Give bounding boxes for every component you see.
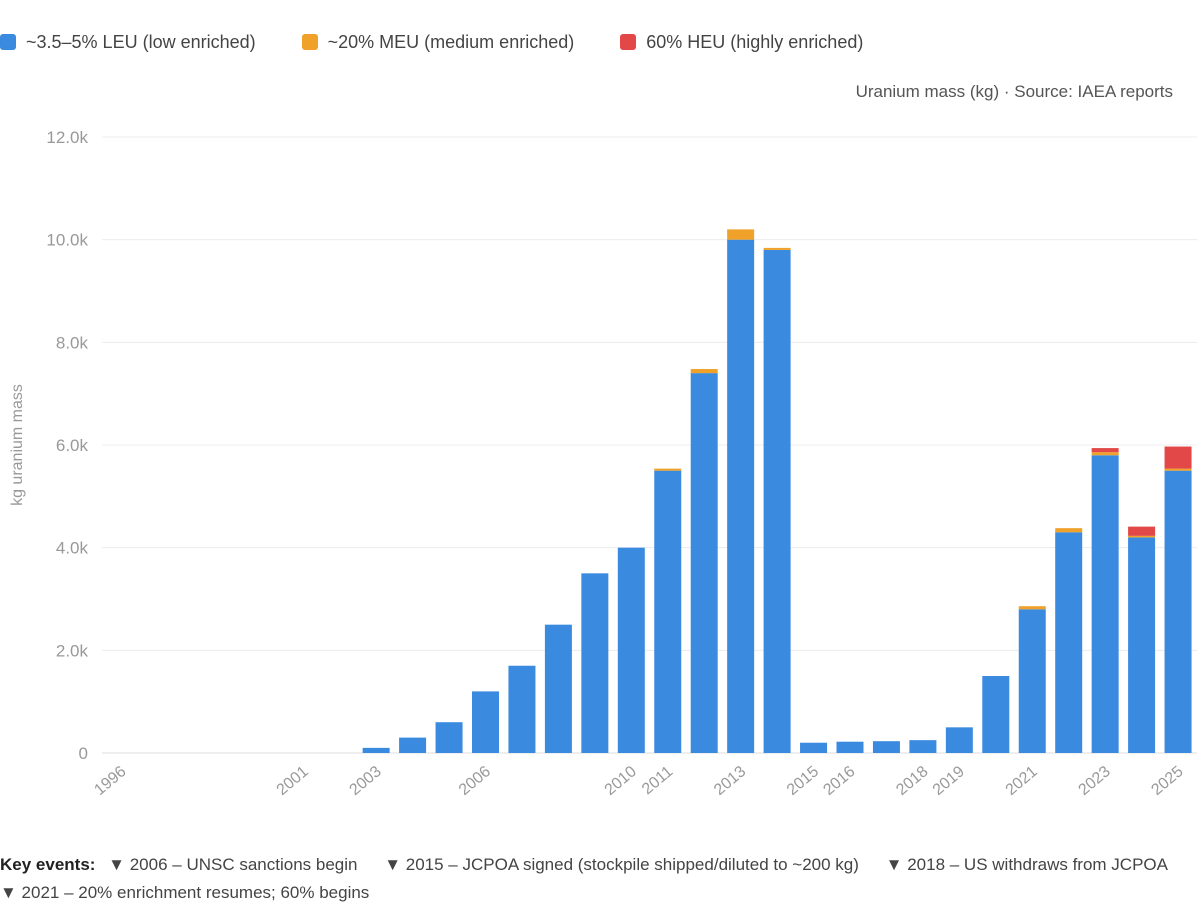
key-events-label: Key events:: [0, 855, 96, 874]
bar-leu-2025: [1164, 470, 1192, 753]
legend-label-leu: ~3.5–5% LEU (low enriched): [26, 31, 256, 52]
event-2018: ▼ 2018 – US withdraws from JCPOA: [885, 855, 1168, 874]
bar-leu-2007: [508, 665, 536, 753]
legend-swatch-heu: [620, 34, 637, 50]
bar-leu-2024: [1128, 537, 1156, 753]
bar-meu-2024: [1128, 535, 1156, 538]
x-tick-label: 2015: [784, 763, 822, 799]
x-tick-label: 2006: [456, 763, 494, 799]
bar-meu-2023: [1091, 452, 1119, 456]
bar-leu-2009: [581, 573, 609, 753]
bar-leu-2010: [617, 547, 645, 753]
x-tick-label: 2013: [711, 763, 749, 799]
bar-meu-2012: [690, 369, 718, 374]
key-events: Key events: ▼ 2006 – UNSC sanctions begi…: [0, 851, 1190, 907]
bar-leu-2008: [544, 624, 572, 753]
y-tick-label: 12.0k: [46, 128, 88, 147]
bar-leu-2013: [727, 239, 755, 753]
legend-label-meu: ~20% MEU (medium enriched): [327, 31, 575, 52]
bar-leu-2003: [362, 747, 390, 753]
x-tick-label: 2018: [893, 763, 931, 799]
legend-swatch-leu: [0, 34, 16, 50]
bar-leu-2020: [982, 676, 1010, 753]
y-tick-label: 4.0k: [56, 539, 89, 558]
bar-meu-2011: [654, 468, 682, 471]
bar-leu-2017: [872, 741, 900, 753]
y-axis-label: kg uranium mass: [9, 384, 26, 506]
bar-leu-2023: [1091, 455, 1119, 753]
x-tick-label: 2011: [639, 763, 676, 798]
y-tick-label: 6.0k: [56, 436, 89, 455]
y-tick-label: 8.0k: [56, 333, 89, 352]
x-tick-label: 2019: [930, 763, 968, 799]
bar-leu-2005: [435, 722, 463, 753]
bar-leu-2015: [800, 742, 828, 753]
legend-label-heu: 60% HEU (highly enriched): [646, 31, 864, 52]
event-2006: ▼ 2006 – UNSC sanctions begin: [108, 855, 358, 874]
bar-leu-2016: [836, 741, 864, 753]
x-tick-label: 2025: [1148, 763, 1186, 799]
bar-meu-2014: [763, 247, 791, 250]
y-tick-label: 10.0k: [46, 231, 88, 250]
legend-swatch-meu: [301, 34, 318, 50]
y-axis: 0 2.0k 4.0k 6.0k 8.0k 10.0k 12.0k: [46, 128, 1197, 763]
x-tick-label: 2001: [274, 763, 312, 799]
legend-item-heu[interactable]: 60% HEU (highly enriched): [620, 32, 863, 53]
x-tick-label: 2003: [347, 763, 385, 799]
chart-subtitle: Uranium mass (kg) · Source: IAEA reports: [855, 82, 1173, 101]
bar-meu-2021: [1018, 606, 1046, 610]
bar-leu-2021: [1018, 609, 1046, 753]
bar-leu-2019: [945, 727, 973, 753]
bar-leu-2012: [690, 373, 718, 753]
y-tick-label: 0: [79, 744, 88, 763]
x-tick-label: 2023: [1076, 763, 1114, 799]
bar-heu-2025: [1164, 446, 1192, 469]
bar-meu-2022: [1055, 528, 1083, 533]
legend-item-meu[interactable]: ~20% MEU (medium enriched): [301, 31, 575, 53]
bars: [362, 229, 1192, 753]
bar-heu-2024: [1128, 526, 1156, 536]
x-tick-label: 2010: [602, 763, 640, 799]
bar-leu-2011: [654, 470, 682, 753]
x-tick-label: 1996: [91, 763, 129, 799]
legend-item-leu[interactable]: ~3.5–5% LEU (low enriched): [0, 32, 256, 53]
x-tick-label: 2021: [1003, 763, 1041, 799]
stacked-bar-chart: 0 2.0k 4.0k 6.0k 8.0k 10.0k 12.0k 1996 2001 2003…: [9, 128, 1197, 799]
bar-leu-2018: [909, 740, 937, 753]
bar-meu-2025: [1164, 468, 1192, 471]
chart-legend: ~3.5–5% LEU (low enriched) ~20% MEU (med…: [0, 30, 909, 54]
bar-leu-2014: [763, 249, 791, 753]
event-2021: ▼ 2021 – 20% enrichment resumes; 60% beg…: [0, 883, 370, 902]
x-tick-label: 2016: [820, 763, 858, 799]
bar-leu-2022: [1055, 532, 1083, 753]
bar-heu-2023: [1091, 448, 1119, 453]
bar-leu-2006: [472, 691, 499, 753]
event-2015: ▼ 2015 – JCPOA signed (stockpile shipped…: [384, 855, 859, 874]
y-tick-label: 2.0k: [56, 641, 89, 660]
bar-leu-2004: [399, 737, 427, 753]
bar-meu-2013: [727, 229, 755, 240]
